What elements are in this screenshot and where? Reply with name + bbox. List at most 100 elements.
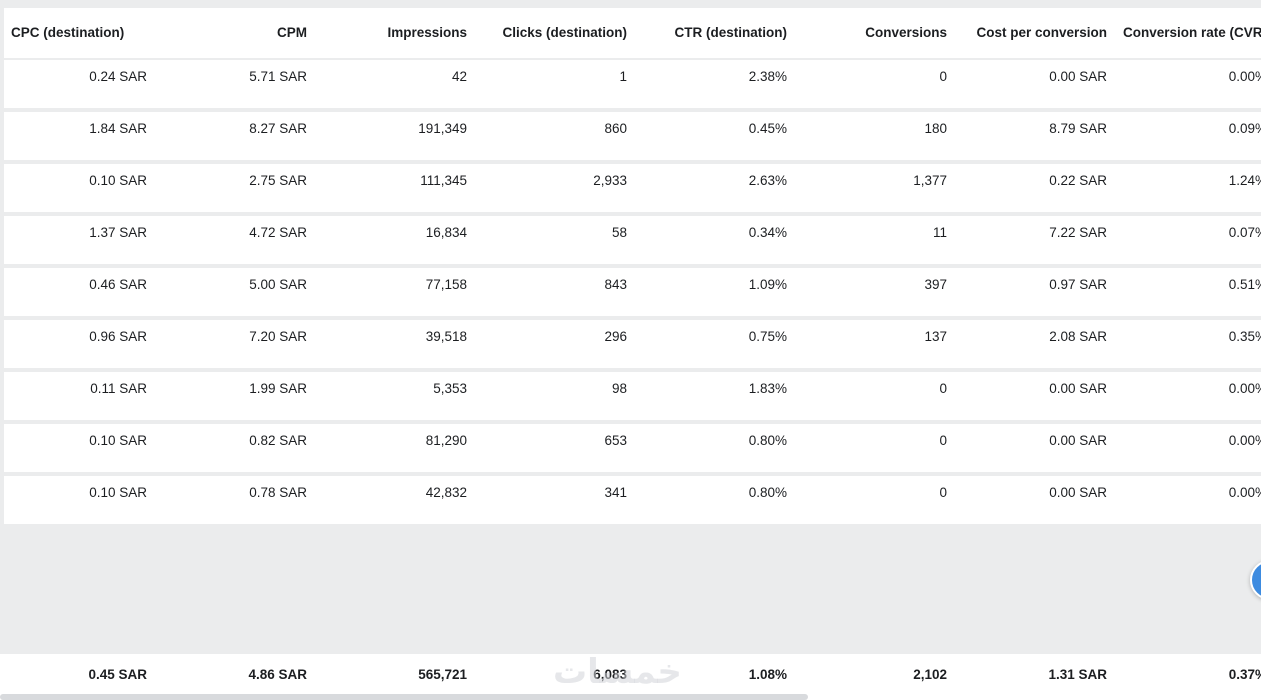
table-row[interactable]: 0.11 SAR 1.99 SAR 5,353 98 1.83% 0 0.00 SAR 0.0… <box>0 372 1261 420</box>
table-cell: 42 <box>451 69 467 84</box>
table-row[interactable]: 0.10 SAR 0.78 SAR 42,832 341 0.80% 0 0.00 SAR 0… <box>0 476 1261 524</box>
totals-cell: 565,721 <box>418 667 467 682</box>
table-cell: 860 <box>604 121 627 136</box>
table-cell: 0.11 SAR <box>90 381 147 396</box>
table-cell: 341 <box>604 485 627 500</box>
table-cell: 0.35% <box>1228 329 1261 344</box>
table-cell: 0.00% <box>1228 485 1261 500</box>
table-cell: 0.82 SAR <box>249 433 307 448</box>
table-cell: 843 <box>604 277 627 292</box>
table-cell: 77,158 <box>425 277 467 292</box>
table-cell: 7.22 SAR <box>1049 225 1107 240</box>
table-row[interactable]: 1.84 SAR 8.27 SAR 191,349 860 0.45% 180 8.79 S… <box>0 112 1261 160</box>
table-cell: 0.00 SAR <box>1049 381 1107 396</box>
table-cell: 0 <box>939 69 947 84</box>
table-cell: 5.00 SAR <box>249 277 307 292</box>
table-empty-area <box>0 524 1261 654</box>
table-row[interactable]: 0.24 SAR 5.71 SAR 42 1 2.38% 0 0.00 SAR 0.00% <box>0 60 1261 108</box>
table-cell: 0.00 SAR <box>1049 433 1107 448</box>
table-cell: 0.51% <box>1228 277 1261 292</box>
horizontal-scrollbar[interactable] <box>0 694 808 700</box>
table-cell: 1.24% <box>1228 173 1261 188</box>
table-cell: 4.72 SAR <box>249 225 307 240</box>
column-header-ctr[interactable]: CTR (destination) <box>674 25 788 40</box>
table-cell: 0.00% <box>1228 381 1261 396</box>
table-row[interactable]: 0.10 SAR 0.82 SAR 81,290 653 0.80% 0 0.00 SAR 0… <box>0 424 1261 472</box>
table-cell: 0.46 SAR <box>89 277 147 292</box>
table-cell: 2.63% <box>748 173 787 188</box>
table-cell: 2.08 SAR <box>1049 329 1107 344</box>
table-cell: 42,832 <box>425 485 467 500</box>
table-cell: 2.75 SAR <box>249 173 307 188</box>
table-body: 0.24 SAR 5.71 SAR 42 1 2.38% 0 0.00 SAR 0.00% 1.… <box>0 60 1261 528</box>
table-cell: 653 <box>604 433 627 448</box>
table-cell: 0.10 SAR <box>89 433 147 448</box>
table-row[interactable]: 0.96 SAR 7.20 SAR 39,518 296 0.75% 137 2.08 SA… <box>0 320 1261 368</box>
table-cell: 2,933 <box>593 173 627 188</box>
table-cell: 191,349 <box>418 121 467 136</box>
table-cell: 2.38% <box>748 69 787 84</box>
table-cell: 0.00 SAR <box>1049 485 1107 500</box>
column-header-clicks[interactable]: Clicks (destination) <box>502 25 627 40</box>
table-cell: 1.37 SAR <box>89 225 147 240</box>
table-cell: 296 <box>604 329 627 344</box>
table-cell: 39,518 <box>425 329 467 344</box>
totals-cell: 0.37% <box>1228 667 1261 682</box>
column-header-conversions[interactable]: Conversions <box>865 25 947 40</box>
table-cell: 0.22 SAR <box>1049 173 1107 188</box>
table-totals-row: 0.45 SAR 4.86 SAR 565,721 6,083 1.08% 2,102 1.… <box>0 654 1261 700</box>
table-cell: 0.09% <box>1228 121 1261 136</box>
table-cell: 5,353 <box>433 381 467 396</box>
table-cell: 8.79 SAR <box>1049 121 1107 136</box>
table-cell: 0.45% <box>748 121 787 136</box>
column-header-cpm[interactable]: CPM <box>277 25 307 40</box>
totals-cell: 0.45 SAR <box>88 667 147 682</box>
table-cell: 1,377 <box>913 173 947 188</box>
table-cell: 0.97 SAR <box>1049 277 1107 292</box>
table-cell: 0.80% <box>748 485 787 500</box>
table-cell: 0.24 SAR <box>89 69 147 84</box>
table-cell: 1 <box>619 69 627 84</box>
table-cell: 0.10 SAR <box>89 485 147 500</box>
table-cell: 0.00% <box>1228 69 1261 84</box>
table-cell: 0.96 SAR <box>89 329 147 344</box>
totals-cell: 6,083 <box>593 667 627 682</box>
table-cell: 137 <box>924 329 947 344</box>
totals-cell: 4.86 SAR <box>248 667 307 682</box>
table-cell: 7.20 SAR <box>249 329 307 344</box>
table-cell: 98 <box>611 381 627 396</box>
table-cell: 0.07% <box>1228 225 1261 240</box>
table-cell: 397 <box>924 277 947 292</box>
table-cell: 111,345 <box>420 173 467 188</box>
table-cell: 0 <box>939 485 947 500</box>
column-header-cvr[interactable]: Conversion rate (CVR) <box>1122 25 1261 40</box>
table-cell: 16,834 <box>425 225 467 240</box>
table-cell: 1.84 SAR <box>89 121 147 136</box>
table-row[interactable]: 0.46 SAR 5.00 SAR 77,158 843 1.09% 397 0.97 SA… <box>0 268 1261 316</box>
table-cell: 180 <box>924 121 947 136</box>
column-header-cpc[interactable]: CPC (destination) <box>11 25 125 40</box>
table-cell: 0.00% <box>1228 433 1261 448</box>
table-cell: 5.71 SAR <box>249 69 307 84</box>
table-cell: 0.78 SAR <box>249 485 307 500</box>
table-header-row: CPC (destination) CPM Impressions Clicks… <box>0 8 1261 58</box>
table-cell: 58 <box>611 225 627 240</box>
table-cell: 1.99 SAR <box>249 381 307 396</box>
row-selection-edge <box>0 8 4 524</box>
table-cell: 0 <box>939 433 947 448</box>
table-cell: 11 <box>932 225 947 240</box>
table-cell: 81,290 <box>425 433 467 448</box>
table-cell: 1.83% <box>748 381 787 396</box>
table-cell: 0.75% <box>748 329 787 344</box>
table-row[interactable]: 1.37 SAR 4.72 SAR 16,834 58 0.34% 11 7.22 SAR 0… <box>0 216 1261 264</box>
table-cell: 0.34% <box>748 225 787 240</box>
table-cell: 0.00 SAR <box>1049 69 1107 84</box>
table-cell: 0.10 SAR <box>89 173 147 188</box>
column-header-impressions[interactable]: Impressions <box>387 25 467 40</box>
table-row[interactable]: 0.10 SAR 2.75 SAR 111,345 2,933 2.63% 1,377 0.… <box>0 164 1261 212</box>
column-header-cost-per-conversion[interactable]: Cost per conversion <box>976 25 1107 40</box>
totals-cell: 2,102 <box>913 667 947 682</box>
table-cell: 0 <box>939 381 947 396</box>
table-cell: 1.09% <box>748 277 787 292</box>
